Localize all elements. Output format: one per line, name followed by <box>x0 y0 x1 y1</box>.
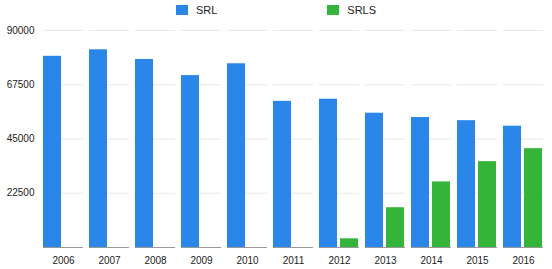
svg-text:2013: 2013 <box>374 255 397 266</box>
svg-text:67500: 67500 <box>7 79 35 90</box>
svg-text:90000: 90000 <box>7 25 35 36</box>
svg-text:2016: 2016 <box>512 255 535 266</box>
svg-text:2007: 2007 <box>98 255 121 266</box>
svg-text:2008: 2008 <box>144 255 167 266</box>
svg-text:2009: 2009 <box>190 255 213 266</box>
svg-text:2015: 2015 <box>466 255 489 266</box>
svg-text:2012: 2012 <box>328 255 351 266</box>
html-text:SRLS: SRLS <box>347 4 377 16</box>
svg-text:2010: 2010 <box>236 255 259 266</box>
svg-text:2011: 2011 <box>283 255 305 266</box>
svg-text:45000: 45000 <box>7 133 35 144</box>
html-text:SRL: SRL <box>195 4 218 16</box>
svg-text:2006: 2006 <box>52 255 75 266</box>
svg-text:22500: 22500 <box>7 187 35 198</box>
svg-text:2014: 2014 <box>420 255 443 266</box>
